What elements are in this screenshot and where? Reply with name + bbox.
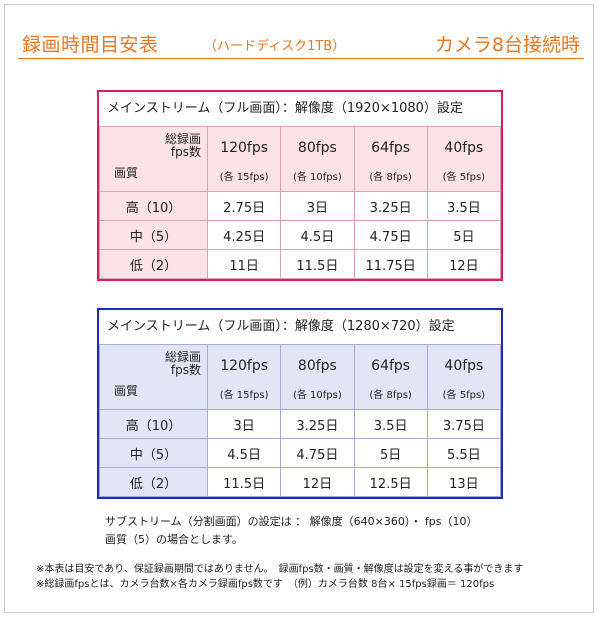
table-cell: 4.75日 (353, 220, 428, 250)
corner-quality-label: 画質 (114, 384, 139, 398)
table-title: メインストリーム（フル画面）：解像度（1920×1080）設定 (107, 101, 463, 116)
table-cell: 3日 (280, 191, 355, 221)
table-row: 高（10） 3日 3.25日 3.5日 3.75日 (99, 409, 502, 439)
subtitle-prefix: （ハードディスク (204, 39, 308, 54)
footnote: ※本表は目安であり、保証録画期間ではありません。 録画fps数・画質・解像度は設… (36, 564, 524, 575)
column-header: 120fps (各 15fps) (206, 344, 282, 410)
substream-note: サブストリーム（分割画面）の設定は ： 解像度（640×360）・ fps（10… (105, 513, 545, 549)
table-row: 高（10） 2.75日 3日 3.25日 3.5日 (99, 191, 502, 221)
substream-note-line: サブストリーム（分割画面）の設定は ： 解像度（640×360）・ fps（10… (105, 515, 478, 528)
column-header: 40fps (各 5fps) (426, 344, 502, 410)
header-divider (18, 58, 584, 59)
table-row: 中（5） 4.25日 4.5日 4.75日 5日 (99, 220, 502, 250)
column-header: 40fps (各 5fps) (426, 126, 502, 192)
table-cell: 5日 (426, 220, 502, 250)
table-header-row: 総録画 fps数 画質 120fps (各 15fps) 80fps (各 10fps… (99, 126, 502, 192)
row-header: 低（2） (99, 249, 208, 279)
column-header: 120fps (各 15fps) (206, 126, 282, 192)
column-header: 80fps (各 10fps) (280, 344, 355, 410)
table-cell: 3.75日 (426, 409, 502, 439)
table-cell: 11.5日 (206, 467, 282, 497)
table-cell: 4.5日 (206, 438, 282, 468)
table-cell: 3.5日 (353, 409, 428, 439)
corner-fps-label: 総録画 fps数 (164, 350, 201, 377)
row-header: 低（2） (99, 467, 208, 497)
table-cell: 2.75日 (206, 191, 282, 221)
table-row: 低（2） 11日 11.5日 11.75日 12日 (99, 249, 502, 279)
table-cell: 12日 (426, 249, 502, 279)
table-1080p: メインストリーム（フル画面）：解像度（1920×1080）設定 総録画 fps数 … (97, 90, 503, 281)
table-cell: 3.5日 (426, 191, 502, 221)
table-cell: 12.5日 (353, 467, 428, 497)
column-header: 80fps (各 10fps) (280, 126, 355, 192)
table-cell: 5日 (353, 438, 428, 468)
table-cell: 4.75日 (280, 438, 355, 468)
recording-time-table: 総録画 fps数 画質 120fps (各 15fps) 80fps (各 10fps… (99, 344, 502, 497)
column-header: 64fps (各 8fps) (353, 344, 428, 410)
table-cell: 11.75日 (353, 249, 428, 279)
footnotes: ※本表は目安であり、保証録画期間ではありません。 録画fps数・画質・解像度は設… (36, 562, 596, 592)
table-header-row: 総録画 fps数 画質 120fps (各 15fps) 80fps (各 10fps… (99, 344, 502, 410)
table-cell: 4.25日 (206, 220, 282, 250)
substream-note-line: 画質（5）の場合とします。 (105, 533, 243, 546)
corner-cell: 総録画 fps数 画質 (99, 344, 208, 410)
corner-quality-label: 画質 (114, 166, 139, 180)
table-720p: メインストリーム（フル画面）：解像度（1280×720）設定 総録画 fps数 画… (97, 308, 503, 499)
table-cell: 3.25日 (280, 409, 355, 439)
table-title: メインストリーム（フル画面）：解像度（1280×720）設定 (107, 319, 455, 334)
table-cell: 11日 (206, 249, 282, 279)
row-header: 高（10） (99, 409, 208, 439)
row-header: 中（5） (99, 220, 208, 250)
table-cell: 12日 (280, 467, 355, 497)
corner-cell: 総録画 fps数 画質 (99, 126, 208, 192)
table-cell: 4.5日 (280, 220, 355, 250)
camera-count-label: カメラ8台接続時 (434, 34, 580, 56)
row-header: 高（10） (99, 191, 208, 221)
table-cell: 3日 (206, 409, 282, 439)
table-cell: 13日 (426, 467, 502, 497)
table-cell: 11.5日 (280, 249, 355, 279)
row-header: 中（5） (99, 438, 208, 468)
page-title: 録画時間目安表 (22, 34, 159, 56)
table-row: 中（5） 4.5日 4.75日 5日 5.5日 (99, 438, 502, 468)
page-subtitle: （ハードディスク1TB） (204, 35, 345, 54)
recording-time-table: 総録画 fps数 画質 120fps (各 15fps) 80fps (各 10fps… (99, 126, 502, 279)
corner-fps-label: 総録画 fps数 (164, 132, 201, 159)
subtitle-capacity: 1TB (307, 39, 333, 54)
table-cell: 5.5日 (426, 438, 502, 468)
subtitle-suffix: ） (332, 39, 346, 54)
page-header: 録画時間目安表 （ハードディスク1TB） カメラ8台接続時 (18, 24, 588, 58)
table-cell: 3.25日 (353, 191, 428, 221)
table-row: 低（2） 11.5日 12日 12.5日 13日 (99, 467, 502, 497)
footnote: ※総録画fpsとは、カメラ台数×各カメラ録画fps数です （例）カメラ台数 8台… (36, 579, 495, 590)
column-header: 64fps (各 8fps) (353, 126, 428, 192)
